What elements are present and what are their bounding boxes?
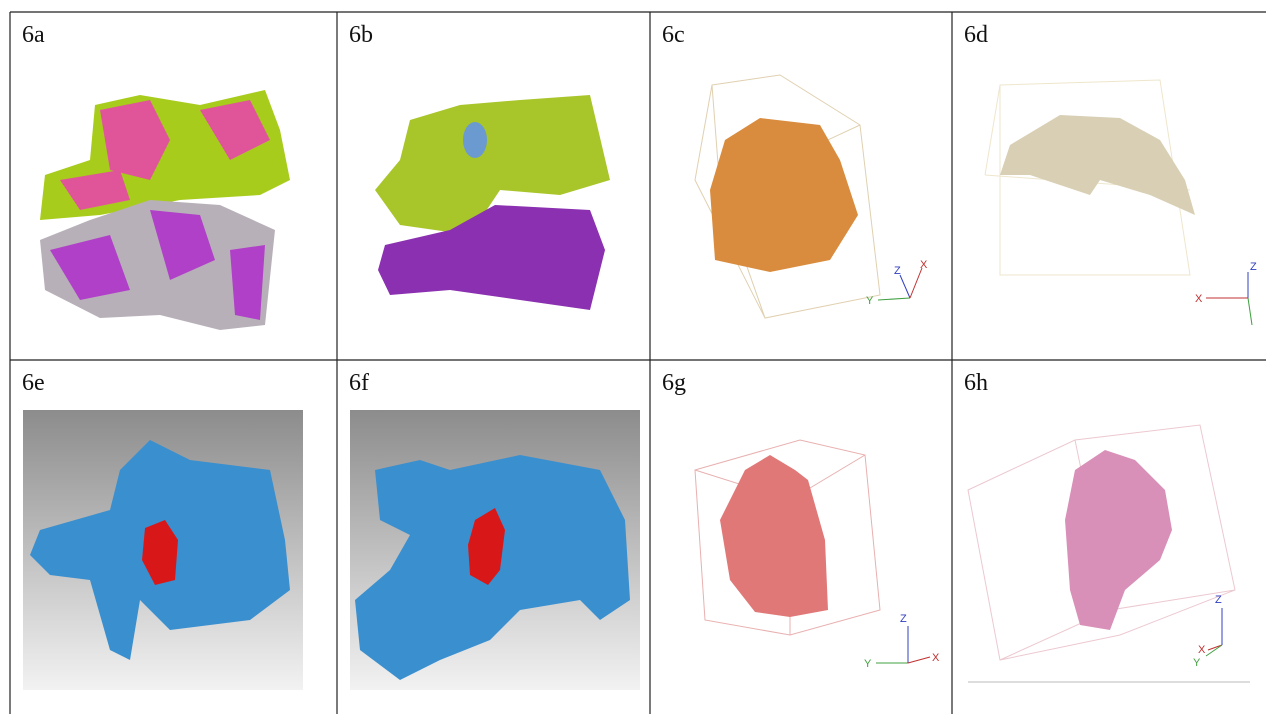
figure: Z X Y Z X Z Y [0,0,1266,714]
axis-triad: Z X Y [866,259,928,307]
render-6e [23,410,303,690]
axis-label: X [920,259,928,271]
axis-label: X [1198,644,1206,656]
axis-label: Y [864,658,872,670]
axis-triad: Z X [1195,261,1257,325]
axis-label: Y [866,295,874,307]
panel-label: 6d [964,22,988,48]
panel-label: 6h [964,370,988,396]
render-6h: Z X Y [968,425,1250,682]
axis-label: Z [1215,594,1222,606]
panel-label: 6c [662,22,685,48]
panel-label: 6f [349,370,369,396]
axis-label: X [932,652,940,664]
axis-label: Z [900,613,907,625]
panel-label: 6e [22,370,45,396]
axis-label: X [1195,293,1203,305]
render-6b [375,95,610,310]
panel-label: 6g [662,370,686,396]
panel-label: 6a [22,22,45,48]
render-6f [350,410,640,690]
render-6g: Z Y X [695,440,940,670]
axis-label: Y [1193,657,1201,669]
axis-triad: Z Y X [864,613,940,670]
render-6a [40,90,290,330]
panel-label: 6b [349,22,373,48]
render-6d: Z X [985,80,1257,325]
axis-label: Z [894,265,901,277]
axis-label: Z [1250,261,1257,273]
render-6c: Z X Y [695,75,928,318]
